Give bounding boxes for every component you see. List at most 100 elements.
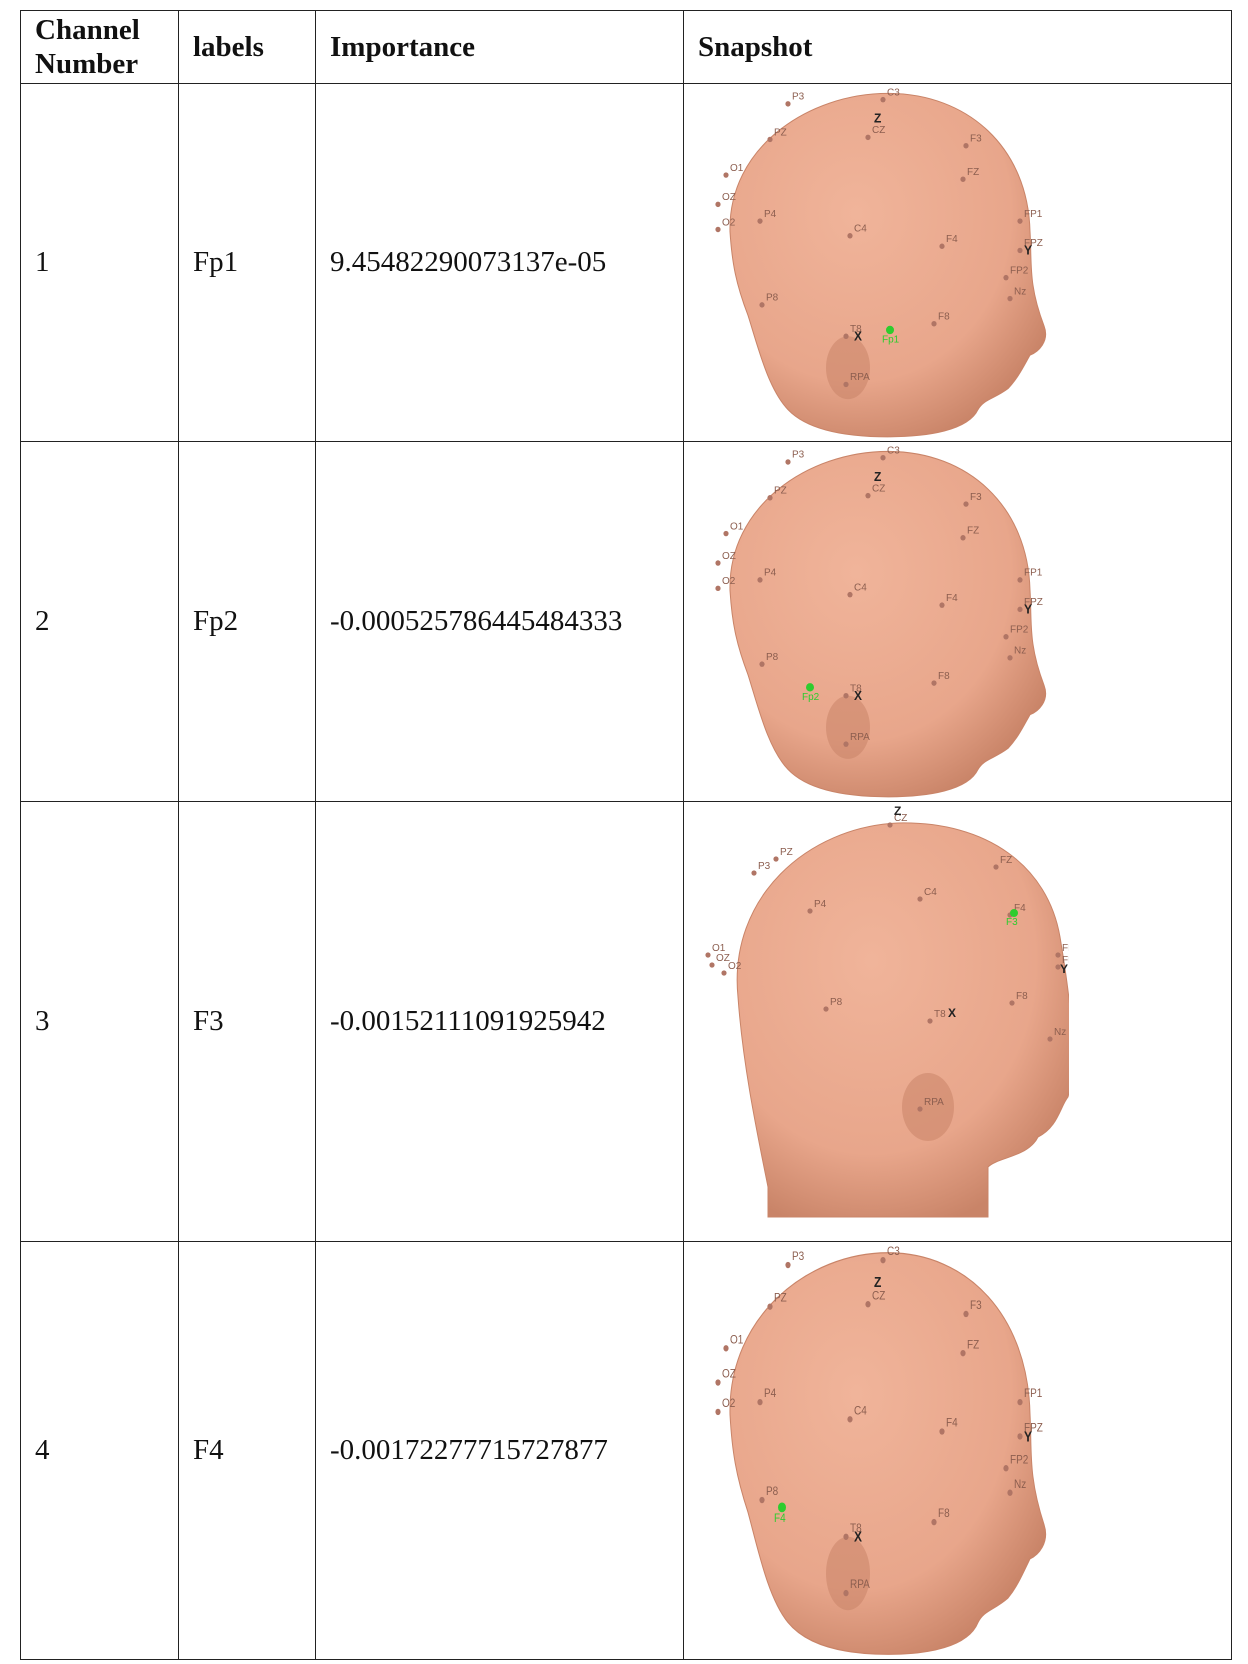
electrode-label: FP2 bbox=[1010, 624, 1029, 635]
electrode-dot bbox=[843, 333, 849, 339]
electrode-dot bbox=[715, 1408, 721, 1415]
electrode-label: OZ bbox=[722, 191, 736, 202]
electrode-dot bbox=[880, 1256, 886, 1263]
electrode-dot bbox=[931, 1518, 937, 1525]
header-labels: labels bbox=[178, 10, 316, 84]
electrode-dot bbox=[960, 176, 966, 182]
electrode-dot bbox=[843, 692, 849, 698]
electrode-dot bbox=[1007, 654, 1013, 661]
electrode-dot bbox=[723, 530, 729, 536]
electrode-dot bbox=[931, 679, 937, 686]
electrode-dot bbox=[917, 1105, 923, 1112]
electrode-dot bbox=[960, 1349, 966, 1356]
axis-label: Z bbox=[874, 469, 882, 483]
electrode-label: C4 bbox=[854, 582, 867, 593]
electrode-label: FP1 bbox=[1024, 567, 1043, 578]
electrode-label: FP2 bbox=[1062, 955, 1069, 966]
electrode-dot bbox=[757, 1398, 763, 1405]
head-model-shape bbox=[729, 92, 1046, 437]
table-header-row: Channel Number labels Importance Snapshot bbox=[20, 10, 1232, 84]
electrode-dot bbox=[715, 201, 721, 207]
head-snapshot-image: P3 C3 PZ CZ F3 FZ O1 OZ O2 P4 C4 F4 FP1 FPZ FP2 P8 T8 F8 N… bbox=[715, 1245, 1046, 1655]
electrode-dot bbox=[963, 142, 969, 148]
electrode-dot bbox=[823, 1005, 829, 1012]
channel-number-cell: 3 bbox=[20, 801, 179, 1242]
electrode-label: P4 bbox=[764, 567, 777, 578]
electrode-dot bbox=[715, 585, 721, 591]
snapshot-cell: P3 C3 PZ CZ F3 FZ O1 OZ O2 P4 C4 F4 FP1 FPZ FP2 P8 T8 F8 N… bbox=[683, 83, 1232, 442]
electrode-dot bbox=[1047, 1035, 1053, 1042]
electrode-label: FP2 bbox=[1010, 1453, 1028, 1466]
electrode-dot bbox=[880, 96, 886, 102]
electrode-label: PZ bbox=[780, 847, 793, 858]
electrode-label: CZ bbox=[872, 483, 885, 494]
axis-label: X bbox=[854, 1528, 862, 1544]
electrode-dot bbox=[785, 100, 791, 107]
ear-shading bbox=[826, 335, 870, 399]
electrode-label: F8 bbox=[938, 670, 950, 681]
electrode-dot bbox=[939, 1427, 945, 1435]
electrode-label: P8 bbox=[766, 651, 779, 662]
electrode-dot bbox=[917, 895, 923, 902]
electrode-dot bbox=[880, 454, 886, 460]
electrode-label: FPZ bbox=[1062, 943, 1069, 954]
electrode-dot bbox=[927, 1017, 933, 1024]
electrode-label: PZ bbox=[774, 485, 787, 496]
electrode-label: CZ bbox=[894, 813, 907, 824]
electrode-dot bbox=[759, 301, 765, 308]
highlighted-electrode-label: F4 bbox=[774, 1512, 786, 1525]
axis-label: X bbox=[854, 329, 863, 343]
electrode-dot bbox=[1017, 247, 1023, 253]
electrode-dot bbox=[759, 660, 765, 667]
electrode-label: FZ bbox=[1000, 855, 1012, 866]
electrode-dot bbox=[843, 1589, 849, 1596]
table-row: 4 F4 -0.00172277715727877 P3 C3 PZ CZ F3 FZ O1… bbox=[20, 1241, 1232, 1660]
snapshot-cell: P3 C3 PZ CZ F3 FZ O1 OZ O2 P4 C4 F4 FP1 FPZ FP2 P8 T8 F8 N… bbox=[683, 441, 1232, 802]
electrode-dot bbox=[1055, 951, 1061, 958]
importance-cell: -0.00172277715727877 bbox=[315, 1241, 684, 1660]
header-channel-number: Channel Number bbox=[20, 10, 179, 84]
electrode-label: Nz bbox=[1014, 645, 1026, 656]
electrode-label: RPA bbox=[850, 1578, 870, 1591]
electrode-dot bbox=[723, 171, 729, 178]
electrode-dot bbox=[757, 217, 763, 224]
electrode-dot bbox=[757, 576, 763, 583]
electrode-label: O2 bbox=[722, 217, 736, 228]
electrode-label: Nz bbox=[1014, 286, 1026, 297]
electrode-label: F4 bbox=[946, 1416, 958, 1429]
electrode-label: Nz bbox=[1054, 1027, 1066, 1038]
axis-label: Z bbox=[894, 804, 901, 818]
electrode-dot bbox=[721, 969, 727, 976]
highlighted-electrode-dot bbox=[806, 682, 814, 692]
electrode-label: FPZ bbox=[1024, 1421, 1043, 1434]
channel-number-cell: 2 bbox=[20, 441, 179, 802]
axis-label: Y bbox=[1060, 962, 1068, 976]
highlighted-electrode-label: F3 bbox=[1006, 917, 1018, 928]
electrode-label: O2 bbox=[722, 1397, 735, 1410]
axis-label: Y bbox=[1024, 602, 1033, 616]
electrode-dot bbox=[1017, 576, 1023, 583]
electrode-label: C3 bbox=[887, 1245, 900, 1258]
head-snapshot-image: P3 C3 PZ CZ F3 FZ O1 OZ O2 P4 C4 F4 FP1 FPZ FP2 P8 T8 F8 N… bbox=[715, 445, 1046, 797]
electrode-dot bbox=[939, 243, 945, 249]
electrode-label: P4 bbox=[764, 1387, 776, 1400]
highlighted-electrode-dot bbox=[1010, 908, 1018, 917]
electrode-label: FP1 bbox=[1024, 208, 1043, 219]
electrode-label: CZ bbox=[872, 1289, 885, 1302]
header-snapshot: Snapshot bbox=[683, 10, 1232, 84]
electrode-dot bbox=[939, 601, 945, 608]
electrode-label: T8 bbox=[850, 323, 862, 334]
electrode-label: C4 bbox=[924, 887, 937, 898]
electrode-label: OZ bbox=[722, 1367, 736, 1380]
electrode-dot bbox=[963, 500, 969, 507]
snapshot-cell: P3 C3 PZ CZ F3 FZ O1 OZ O2 P4 C4 F4 FP1 FPZ FP2 P8 T8 F8 N… bbox=[683, 1241, 1232, 1660]
channel-importance-table: Channel Number labels Importance Snapshot… bbox=[20, 10, 1232, 1660]
electrode-label: O1 bbox=[730, 521, 744, 532]
electrode-dot bbox=[1017, 606, 1023, 612]
label-cell: Fp1 bbox=[178, 83, 316, 442]
label-cell: F3 bbox=[178, 801, 316, 1242]
electrode-label: PZ bbox=[774, 1291, 787, 1304]
electrode-dot bbox=[865, 492, 871, 498]
electrode-label: C3 bbox=[887, 445, 900, 456]
